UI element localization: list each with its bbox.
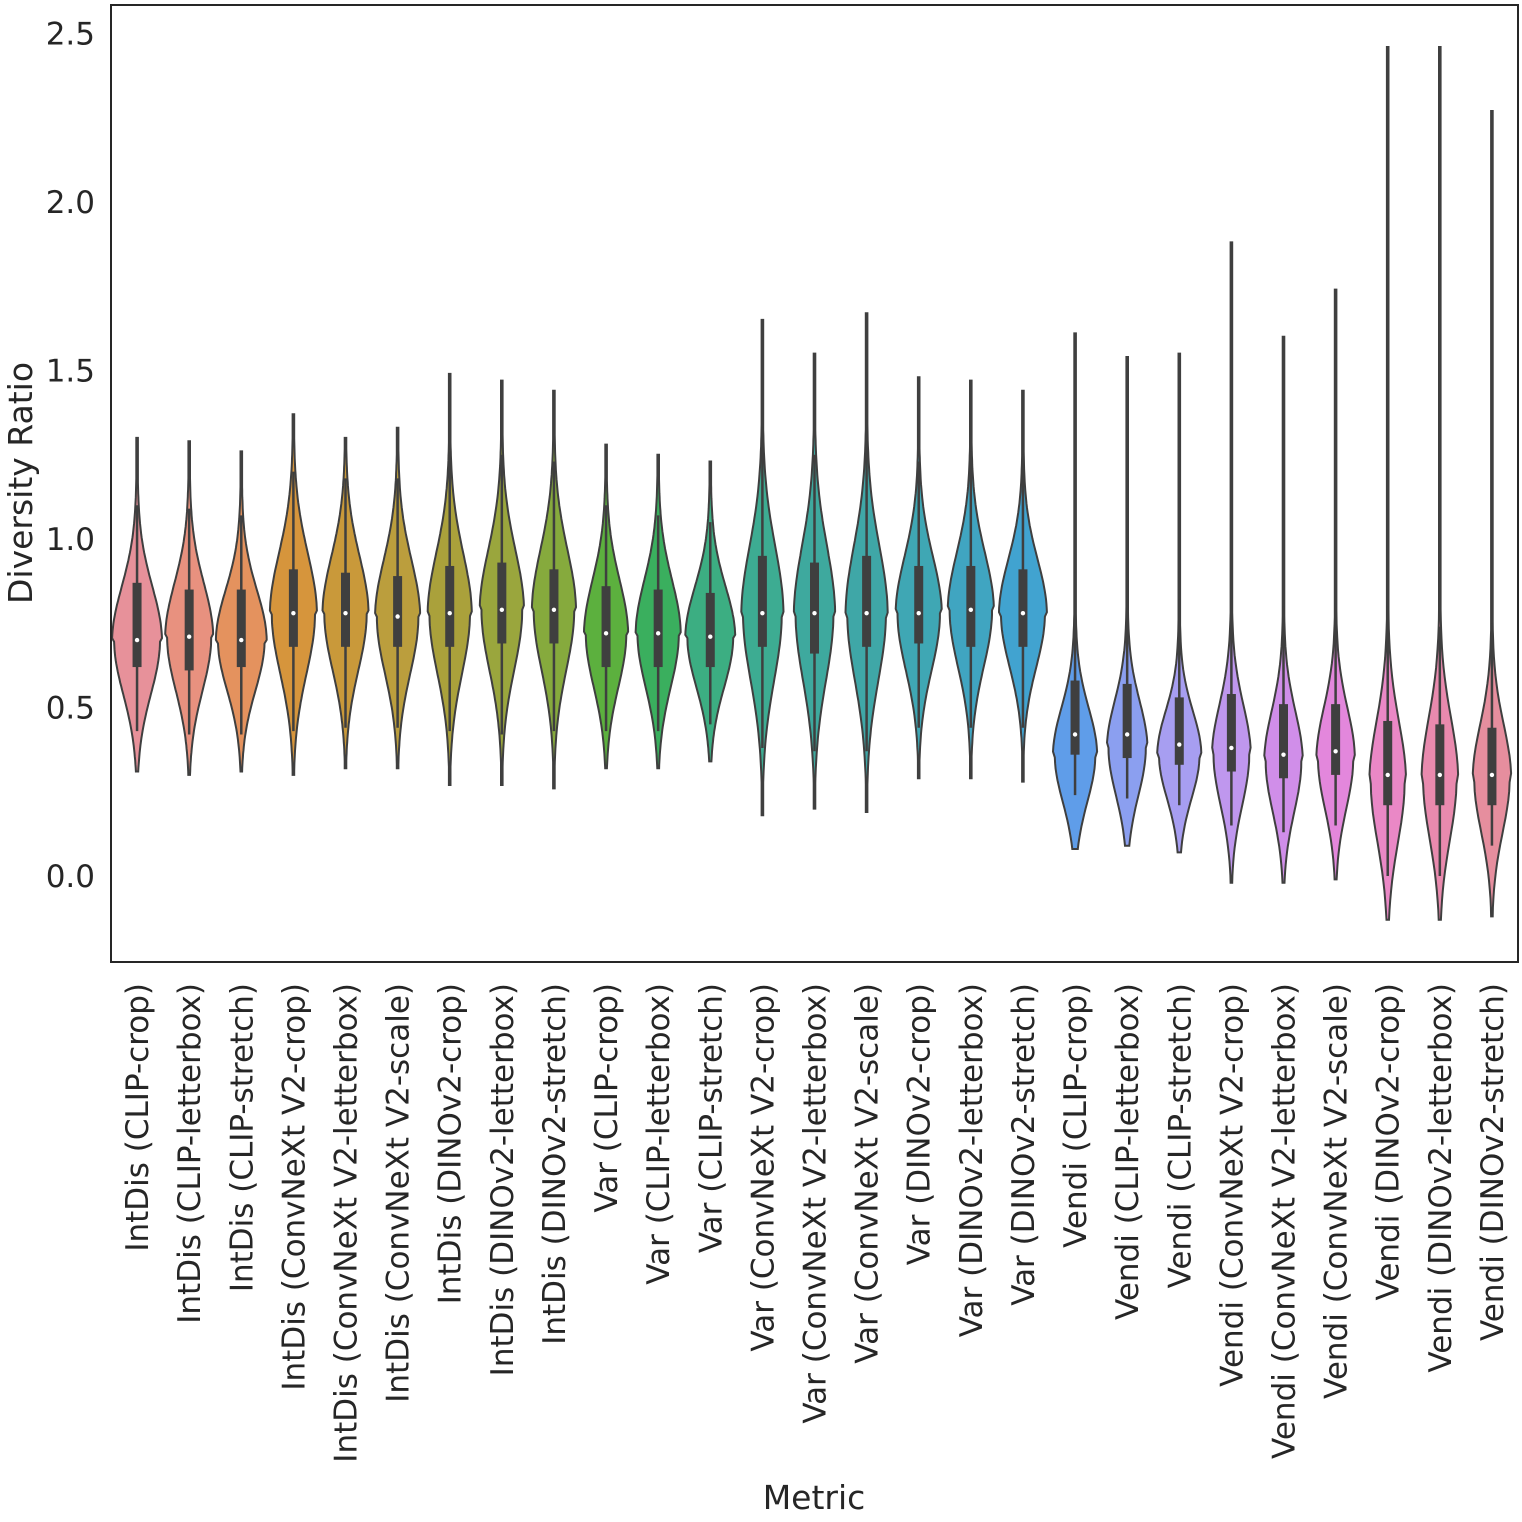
violin-median-dot	[968, 607, 974, 612]
x-axis-title: Metric	[763, 1478, 866, 1517]
x-tick-label: IntDis (DINOv2-crop)	[433, 983, 469, 1304]
violin-iqr-box	[236, 589, 246, 668]
violin-iqr-box	[1435, 724, 1445, 806]
violin-median-dot	[760, 610, 765, 616]
violin-median-dot	[916, 610, 921, 616]
violin-median-dot	[1489, 772, 1495, 778]
x-tick-label: Var (CLIP-letterbox)	[641, 983, 677, 1285]
violins-group	[111, 46, 1513, 921]
x-tick-label: Vendi (DINOv2-stretch)	[1475, 983, 1511, 1341]
violin-median-dot	[499, 607, 505, 612]
violin-iqr-box	[601, 586, 611, 668]
x-tick-label: IntDis (CLIP-stretch)	[224, 983, 260, 1292]
y-tick-label: 2.5	[46, 17, 95, 53]
violin-iqr-box	[549, 569, 559, 644]
violin-iqr-box	[445, 565, 455, 647]
x-tick-label: IntDis (CLIP-letterbox)	[172, 983, 208, 1324]
x-tick-label: Var (ConvNeXt V2-scale)	[850, 983, 886, 1364]
y-tick-label: 2.0	[46, 185, 95, 221]
violin-median-dot	[551, 607, 557, 612]
violin-median-dot	[1124, 732, 1130, 737]
violin-iqr-box	[341, 572, 350, 647]
violin-iqr-box	[1487, 727, 1497, 806]
violin-body	[1471, 110, 1513, 918]
violin-median-dot	[655, 631, 661, 636]
x-tick-label: Vendi (CLIP-stretch)	[1162, 983, 1198, 1288]
violin-iqr-box	[184, 589, 194, 671]
violin-median-dot	[812, 610, 817, 616]
violin-iqr-box	[1122, 683, 1132, 759]
x-tick-label: Var (ConvNeXt V2-crop)	[745, 983, 781, 1352]
x-tick-label: Vendi (ConvNeXt V2-crop)	[1214, 983, 1250, 1387]
x-tick-label: Var (DINOv2-stretch)	[1006, 983, 1042, 1306]
violin-iqr-box	[1383, 720, 1393, 806]
violin-iqr-box	[1174, 697, 1184, 765]
plot-frame	[110, 4, 1519, 963]
violin-iqr-box	[705, 592, 715, 668]
violin-body	[1315, 288, 1356, 881]
x-tick-label: Var (DINOv2-crop)	[902, 983, 938, 1265]
x-tick-label: Vendi (CLIP-crop)	[1058, 983, 1094, 1248]
x-tick-label: IntDis (CLIP-crop)	[120, 983, 156, 1252]
violin-median-dot	[1072, 732, 1078, 737]
x-tick-label: Var (CLIP-crop)	[589, 983, 625, 1213]
violin-median-dot	[395, 614, 400, 619]
violin-body	[1420, 46, 1460, 921]
violin-median-dot	[239, 637, 244, 643]
violin-iqr-box	[966, 565, 976, 647]
x-tick-label: IntDis (DINOv2-stretch)	[537, 983, 573, 1345]
x-tick-label: Var (CLIP-stretch)	[693, 983, 729, 1253]
violin-median-dot	[708, 634, 713, 639]
violin-iqr-box	[497, 562, 507, 644]
violin-iqr-box	[1070, 680, 1080, 755]
violin-median-dot	[447, 610, 452, 616]
violin-iqr-box	[1331, 704, 1341, 775]
y-axis-title: Diversity Ratio	[1, 362, 40, 604]
x-tick-label: IntDis (ConvNeXt V2-crop)	[276, 983, 312, 1391]
x-tick-label: Vendi (CLIP-letterbox)	[1110, 983, 1146, 1320]
violin-median-dot	[603, 631, 609, 636]
violin-iqr-box	[288, 569, 298, 647]
violin-iqr-box	[1279, 704, 1288, 779]
violin-iqr-box	[862, 555, 872, 647]
violin-iqr-box	[1018, 569, 1028, 647]
violin-body	[1211, 241, 1252, 884]
x-tick-label: Vendi (DINOv2-letterbox)	[1423, 983, 1459, 1373]
x-tick-label: Vendi (DINOv2-crop)	[1371, 983, 1407, 1300]
x-tick-label: Vendi (ConvNeXt V2-scale)	[1319, 983, 1355, 1399]
violin-iqr-box	[393, 576, 403, 647]
violin-iqr-box	[757, 555, 767, 647]
violin-median-dot	[1333, 749, 1338, 754]
violin-median-dot	[186, 634, 192, 639]
violin-median-dot	[134, 637, 140, 643]
violin-iqr-box	[653, 589, 663, 668]
x-tick-label: Var (ConvNeXt V2-letterbox)	[798, 983, 834, 1424]
violin-median-dot	[1385, 772, 1390, 778]
violin-median-dot	[291, 610, 296, 616]
y-tick-label: 0.5	[46, 691, 95, 727]
x-tick-label: IntDis (ConvNeXt V2-letterbox)	[329, 983, 365, 1463]
violin-iqr-box	[1226, 694, 1236, 772]
violin-median-dot	[864, 610, 869, 616]
violin-iqr-box	[132, 582, 142, 668]
x-tick-label: IntDis (ConvNeXt V2-scale)	[381, 983, 417, 1403]
violin-median-dot	[1020, 610, 1026, 616]
violin-iqr-box	[810, 562, 819, 654]
violin-median-dot	[1229, 745, 1234, 751]
y-tick-label: 1.0	[46, 522, 95, 558]
violin-median-dot	[1177, 742, 1182, 747]
violin-median-dot	[1437, 772, 1443, 778]
y-tick-label: 0.0	[46, 859, 95, 895]
violin-median-dot	[343, 610, 348, 616]
x-tick-label: Var (DINOv2-letterbox)	[954, 983, 990, 1337]
x-tick-label: Vendi (ConvNeXt V2-letterbox)	[1267, 983, 1303, 1459]
y-tick-labels: 0.0 0.5 1.0 1.5 2.0 2.5	[46, 17, 95, 896]
x-tick-labels: IntDis (CLIP-crop) IntDis (CLIP-letterbox…	[120, 983, 1511, 1463]
y-tick-label: 1.5	[46, 354, 95, 390]
x-tick-label: IntDis (DINOv2-letterbox)	[485, 983, 521, 1376]
violin-iqr-box	[914, 565, 924, 644]
violin-median-dot	[1281, 752, 1286, 757]
